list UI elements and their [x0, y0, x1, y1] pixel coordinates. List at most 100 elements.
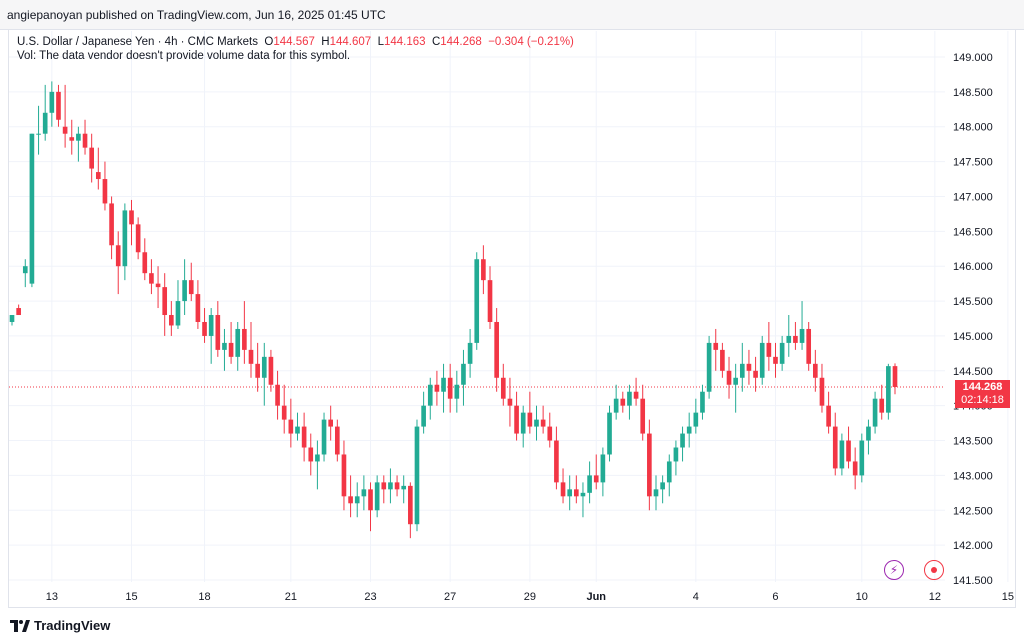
- candle-body: [188, 280, 194, 295]
- y-tick-label: 142.500: [953, 505, 993, 517]
- candle-body: [175, 301, 181, 326]
- record-icon[interactable]: [924, 560, 944, 580]
- close-value: 144.268: [440, 36, 482, 48]
- candle-body: [321, 419, 327, 455]
- candle-body: [713, 342, 719, 350]
- candle-body: [640, 398, 646, 434]
- candle-body: [149, 273, 154, 284]
- candle-body: [879, 398, 885, 413]
- candle-body: [215, 315, 221, 350]
- x-tick-label: 6: [772, 591, 778, 603]
- candle-body: [680, 433, 685, 448]
- candle-body: [746, 363, 752, 371]
- tradingview-logo[interactable]: TradingView: [10, 618, 110, 633]
- y-tick-label: 143.000: [953, 470, 993, 482]
- candle-body: [368, 489, 373, 511]
- candle-body: [872, 398, 878, 427]
- candle-body: [228, 342, 234, 357]
- candle-body: [334, 426, 340, 455]
- candle-body: [481, 259, 486, 281]
- tradingview-logo-icon: [10, 619, 30, 632]
- x-tick-label: 13: [46, 591, 58, 603]
- candle-body: [786, 335, 792, 343]
- candle-body: [122, 210, 128, 267]
- y-tick-label: 147.500: [953, 157, 993, 169]
- candle-body: [36, 133, 41, 135]
- candle-body: [76, 133, 81, 141]
- candle-body: [866, 426, 871, 441]
- x-tick-label: 21: [285, 591, 297, 603]
- candle-body: [726, 370, 732, 385]
- candle-body: [846, 440, 851, 462]
- candle-body: [832, 426, 838, 469]
- candle-body: [461, 363, 466, 385]
- candle-body: [666, 461, 672, 483]
- candle-body: [720, 349, 725, 371]
- last-price-value: 144.268: [962, 381, 1003, 393]
- chart-frame: [8, 30, 1016, 608]
- candle-body: [487, 280, 493, 322]
- candle-body: [467, 342, 473, 364]
- candle-body: [534, 419, 539, 427]
- candle-body: [142, 252, 148, 274]
- candle-body: [540, 419, 546, 427]
- candle-body: [733, 377, 738, 385]
- high-value: 144.607: [329, 36, 372, 48]
- y-tick-label: 145.500: [953, 296, 993, 308]
- candle-body: [441, 377, 446, 392]
- candle-body: [813, 363, 818, 378]
- candle-body: [892, 366, 898, 387]
- x-tick-label: 10: [856, 591, 868, 603]
- candle-body: [494, 321, 499, 378]
- close-label: C: [431, 36, 441, 48]
- tradingview-brand: TradingView: [34, 618, 111, 633]
- low-value: 144.163: [383, 36, 426, 48]
- change-value: −0.304 (−0.21%): [488, 36, 574, 48]
- x-tick-label: Jun: [586, 591, 606, 603]
- candle-body: [686, 426, 692, 434]
- volume-note: Vol: The data vendor doesn't provide vol…: [17, 50, 351, 62]
- y-tick-label: 146.500: [953, 226, 993, 238]
- candle-body: [89, 147, 94, 169]
- flash-icon[interactable]: ⚡: [884, 560, 904, 580]
- candle-body: [268, 356, 274, 385]
- candle-body: [169, 315, 174, 326]
- candle-body: [328, 419, 334, 427]
- y-tick-label: 141.500: [953, 575, 993, 587]
- publish-line: angiepanoyan published on TradingView.co…: [7, 8, 386, 22]
- candle-body: [275, 384, 280, 406]
- candle-body: [514, 405, 519, 434]
- candle-body: [388, 482, 393, 490]
- y-tick-label: 148.500: [953, 87, 993, 99]
- candle-body: [361, 489, 367, 497]
- candle-body: [647, 433, 652, 497]
- low-label: L: [377, 36, 384, 48]
- candle-body: [839, 440, 845, 469]
- record-dot: [931, 567, 937, 573]
- x-tick-label: 15: [1002, 591, 1014, 603]
- candle-body: [288, 419, 294, 434]
- candle-body: [427, 384, 433, 406]
- candle-body: [408, 485, 413, 525]
- candle-body: [627, 391, 632, 406]
- candle-body: [554, 440, 559, 483]
- high-label: H: [321, 36, 330, 48]
- candle-body: [155, 283, 161, 288]
- last-price-label: 144.268 02:14:18: [955, 380, 1010, 408]
- candle-body: [95, 172, 101, 180]
- candle-body: [673, 447, 679, 462]
- candle-body: [295, 426, 300, 434]
- candle-body: [580, 492, 586, 497]
- bar-countdown: 02:14:18: [961, 394, 1004, 406]
- x-tick-label: 18: [198, 591, 210, 603]
- candle-body: [660, 482, 665, 490]
- candle-body: [447, 377, 453, 399]
- candle-body: [374, 482, 380, 511]
- candle-body: [739, 363, 745, 378]
- open-value: 144.567: [273, 36, 315, 48]
- candle-body: [793, 335, 798, 343]
- candle-body: [56, 91, 61, 120]
- candle-body: [500, 377, 506, 399]
- candle-body: [9, 315, 15, 322]
